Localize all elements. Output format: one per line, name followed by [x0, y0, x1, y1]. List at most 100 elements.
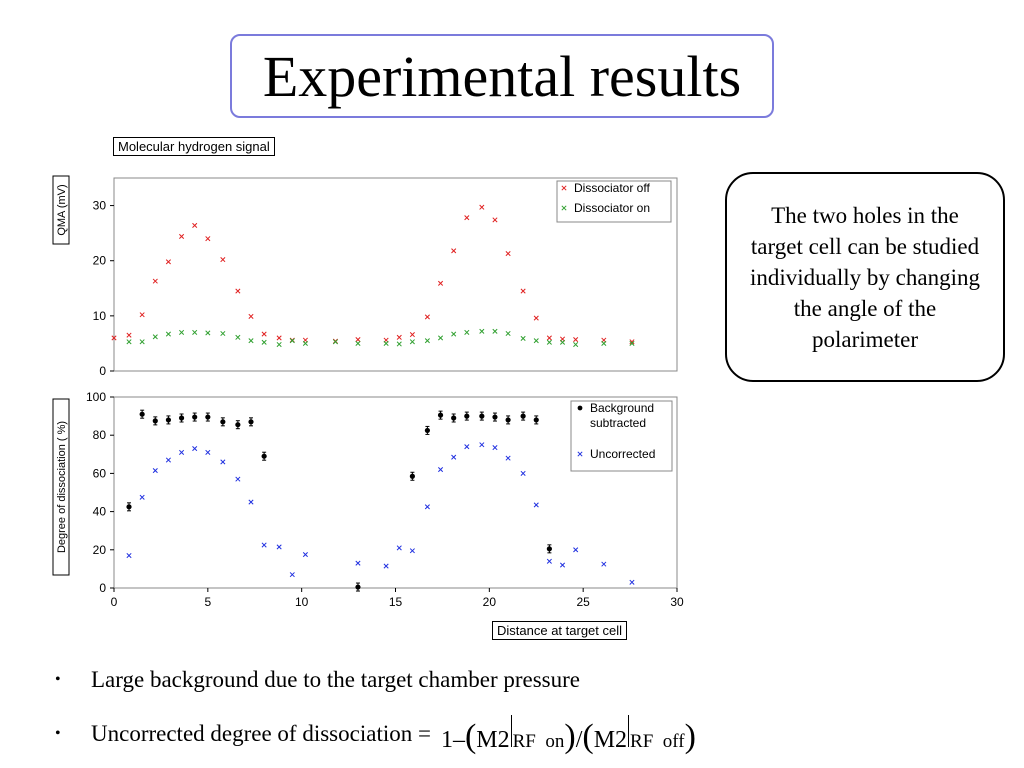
- chart1-series1-point: [220, 330, 226, 337]
- chart2-series1-point: [464, 444, 470, 450]
- chart2-series1-point: [179, 449, 185, 455]
- chart2-series1-point: [546, 558, 552, 564]
- chart2-series0-point: [520, 413, 526, 419]
- chart1-series0-point: [220, 257, 226, 263]
- chart1-series1-point: [573, 341, 579, 348]
- chart1-series0-point: [573, 337, 579, 343]
- chart1-ytick-label: 0: [99, 364, 106, 378]
- chart1-legend-marker: [561, 185, 567, 191]
- chart1-series0-point: [559, 336, 566, 342]
- chart2-series1-point: [205, 449, 211, 455]
- formula-paren: ): [684, 717, 696, 755]
- chart1-plot-frame: [113, 177, 678, 372]
- chart2-series1-point: [289, 572, 295, 578]
- chart1-series0-point: [276, 335, 282, 341]
- chart1-series1-point: [492, 328, 498, 334]
- chart2-series0-point: [451, 415, 457, 421]
- chart1-series0-point: [396, 334, 402, 340]
- chart1-series0-point: [139, 312, 145, 318]
- chart1-ylabel: QMA (mV): [56, 184, 68, 235]
- chart2-series1-point: [601, 561, 607, 567]
- chart2-legend-marker: [577, 405, 583, 411]
- chart2-series1-point: [505, 455, 511, 461]
- chart2-xtick-label: 15: [389, 595, 403, 609]
- chart1-legend-marker: [561, 205, 567, 211]
- chart2-ytick-label: 80: [93, 428, 107, 442]
- formula-sub-on: RF on: [512, 730, 565, 752]
- chart2-series1-point: [276, 544, 282, 550]
- formula-index: 2: [497, 726, 510, 753]
- chart1-series0-point: [261, 331, 267, 337]
- dissociation-formula: 1– ( M 2 RF on ) / ( M 2 RF off ): [440, 714, 696, 755]
- chart2-series0-point: [261, 453, 267, 459]
- chart2-series1-point: [559, 562, 566, 568]
- chart2-xtick-label: 0: [111, 595, 118, 609]
- chart1-series1-point: [451, 331, 457, 337]
- chart2-series1-point: [220, 459, 226, 465]
- chart1-series1-point: [126, 339, 132, 345]
- chart2-series0-point: [126, 504, 132, 510]
- chart1-ytick-label: 30: [93, 199, 107, 213]
- formula-symbol: M: [476, 726, 498, 753]
- callout-box: The two holes in the target cell can be …: [725, 172, 1005, 382]
- chart1-series0-point: [355, 337, 361, 343]
- bullet-dot-icon: •: [55, 725, 61, 742]
- formula-slash: /: [575, 726, 583, 753]
- formula-index: 2: [615, 726, 628, 753]
- chart1-series0-point: [289, 337, 295, 343]
- formula-symbol: M: [593, 726, 616, 753]
- chart1-series0-point: [332, 338, 339, 344]
- chart2-series0-point: [178, 415, 185, 421]
- chart1-series0-point: [464, 215, 470, 221]
- chart2-series0-point: [424, 427, 431, 434]
- bullet-list: • Large background due to the target cha…: [55, 660, 696, 768]
- chart2-ytick-label: 100: [86, 390, 106, 404]
- chart2-xtick-label: 20: [483, 595, 497, 609]
- chart1-series0-point: [424, 314, 430, 320]
- chart1-series1-point: [409, 339, 415, 345]
- chart2-series1-point: [235, 476, 241, 482]
- chart2-series0-point: [492, 414, 498, 420]
- chart2-series1-point: [492, 445, 498, 451]
- chart2-series1-point: [383, 563, 389, 569]
- chart2-legend-label: Uncorrected: [590, 447, 655, 461]
- chart2-series0-point: [355, 584, 361, 590]
- chart1-series1-point: [302, 340, 308, 346]
- chart2-series1-point: [573, 547, 579, 553]
- chart1-series1-point: [139, 339, 145, 345]
- formula-paren: ): [564, 717, 576, 755]
- chart1-series1-point: [276, 341, 282, 348]
- formula-bar: [628, 714, 630, 747]
- chart2-ytick-label: 40: [93, 505, 107, 519]
- chart2-legend-label: subtracted: [590, 416, 646, 430]
- chart1-series0-point: [165, 259, 171, 265]
- chart1-series1-point: [289, 338, 295, 344]
- chart2-series1-point: [261, 542, 267, 548]
- chart2-xtick-label: 25: [576, 595, 590, 609]
- chart2-series0-point: [464, 413, 470, 419]
- chart2-series0-point: [533, 417, 539, 423]
- chart1-series1-point: [505, 330, 511, 337]
- chart2-series0-point: [248, 419, 254, 425]
- chart2-series1-point: [424, 504, 430, 510]
- chart2-series0-point: [205, 414, 211, 420]
- chart1-series0-point: [629, 339, 635, 345]
- chart1-series1-point: [205, 330, 211, 336]
- chart2-series1-point: [248, 499, 254, 505]
- chart2-xtick-label: 5: [204, 595, 211, 609]
- formula-paren: (: [464, 717, 477, 755]
- formula-bar: [510, 714, 512, 747]
- chart1-series0-point: [152, 278, 158, 284]
- chart2-ytick-label: 60: [93, 466, 107, 480]
- chart2-xlabel: Distance at target cell: [492, 621, 628, 640]
- formula-sub-off: RF off: [630, 730, 685, 752]
- chart2-series1-point: [396, 545, 402, 551]
- chart1-series0-point: [383, 337, 389, 343]
- chart2-series1-point: [355, 560, 361, 566]
- formula-prefix: 1–: [440, 726, 465, 753]
- chart1-series1-point: [248, 338, 254, 344]
- chart1-series0-point: [492, 217, 498, 223]
- chart1-legend-label: Dissociator off: [574, 181, 650, 195]
- chart1-series0-point: [505, 250, 511, 257]
- chart1-series1-point: [152, 334, 158, 340]
